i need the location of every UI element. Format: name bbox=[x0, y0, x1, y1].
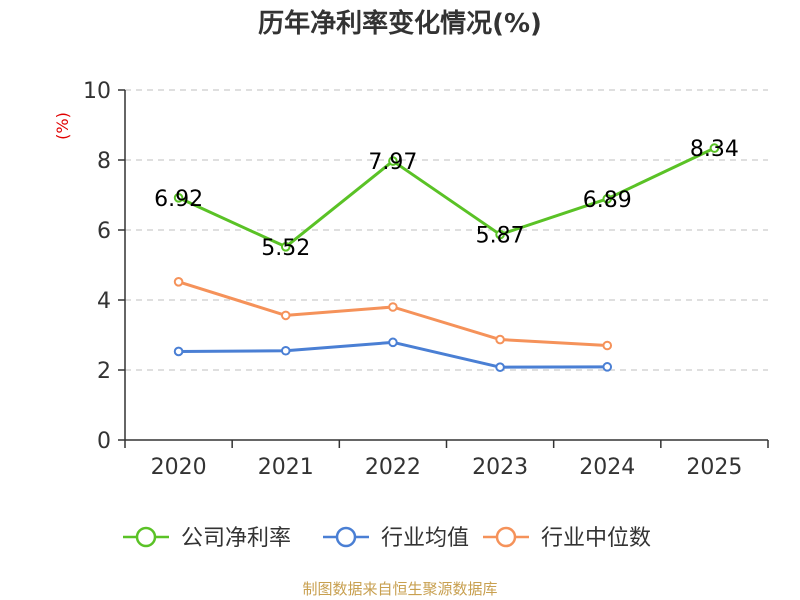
legend-label: 行业均值 bbox=[381, 526, 469, 551]
legend-item[interactable]: 行业均值 bbox=[323, 526, 469, 551]
x-tick-label: 2024 bbox=[579, 455, 635, 480]
x-tick-label: 2023 bbox=[472, 455, 528, 480]
data-point bbox=[709, 143, 720, 153]
y-tick-label: 2 bbox=[97, 359, 111, 384]
y-tick-label: 10 bbox=[83, 79, 111, 104]
x-tick-label: 2022 bbox=[365, 455, 421, 480]
data-point bbox=[602, 194, 613, 204]
y-tick-label: 0 bbox=[97, 429, 111, 454]
legend: 公司净利率 行业均值 行业中位数 bbox=[123, 526, 651, 551]
source-note: 制图数据来自恒生聚源数据库 bbox=[302, 580, 497, 598]
data-point bbox=[602, 340, 613, 351]
grid bbox=[125, 89, 768, 371]
data-point bbox=[388, 302, 398, 312]
data-label: 6.89 bbox=[583, 188, 632, 213]
legend-marker-icon bbox=[135, 526, 157, 548]
data-point bbox=[602, 362, 613, 372]
data-point bbox=[495, 229, 505, 240]
data-point bbox=[495, 334, 505, 345]
legend-item[interactable]: 行业中位数 bbox=[483, 526, 651, 551]
chart-title: 历年净利率变化情况(%) bbox=[258, 8, 542, 39]
legend-marker-icon bbox=[335, 526, 357, 548]
data-point bbox=[280, 310, 291, 321]
legend-label: 公司净利率 bbox=[181, 526, 291, 551]
legend-item[interactable]: 公司净利率 bbox=[123, 526, 291, 551]
data-label: 8.34 bbox=[690, 137, 739, 162]
data-point bbox=[280, 345, 291, 356]
y-tick-label: 8 bbox=[97, 149, 111, 174]
data-point bbox=[495, 362, 505, 373]
y-axis-label: (%) bbox=[53, 112, 72, 140]
data-point bbox=[173, 346, 184, 357]
series-line bbox=[178, 280, 608, 347]
legend-marker-icon bbox=[495, 526, 517, 548]
x-tick-label: 2021 bbox=[258, 455, 314, 480]
data-point bbox=[280, 242, 291, 252]
data-label: 5.52 bbox=[261, 236, 310, 261]
y-tick-label: 6 bbox=[97, 219, 111, 244]
data-point bbox=[388, 337, 398, 348]
data-labels: 6.92 5.52 7.97 5.87 6.89 8.34 bbox=[154, 137, 739, 261]
data-point bbox=[388, 156, 398, 166]
x-tick-label: 2020 bbox=[151, 455, 207, 480]
data-point bbox=[173, 277, 184, 287]
x-tick-label: 2025 bbox=[686, 455, 742, 480]
legend-label: 行业中位数 bbox=[541, 526, 651, 551]
data-label: 6.92 bbox=[154, 187, 203, 212]
series-line bbox=[177, 146, 716, 249]
y-tick-label: 4 bbox=[97, 289, 111, 314]
series bbox=[173, 143, 720, 373]
axes: 0 2 4 6 8 10 2020 2021 2022 2023 2024 2025 bbox=[83, 79, 769, 480]
data-point bbox=[173, 193, 184, 203]
data-label: 5.87 bbox=[476, 224, 525, 249]
data-label: 7.97 bbox=[368, 150, 417, 175]
